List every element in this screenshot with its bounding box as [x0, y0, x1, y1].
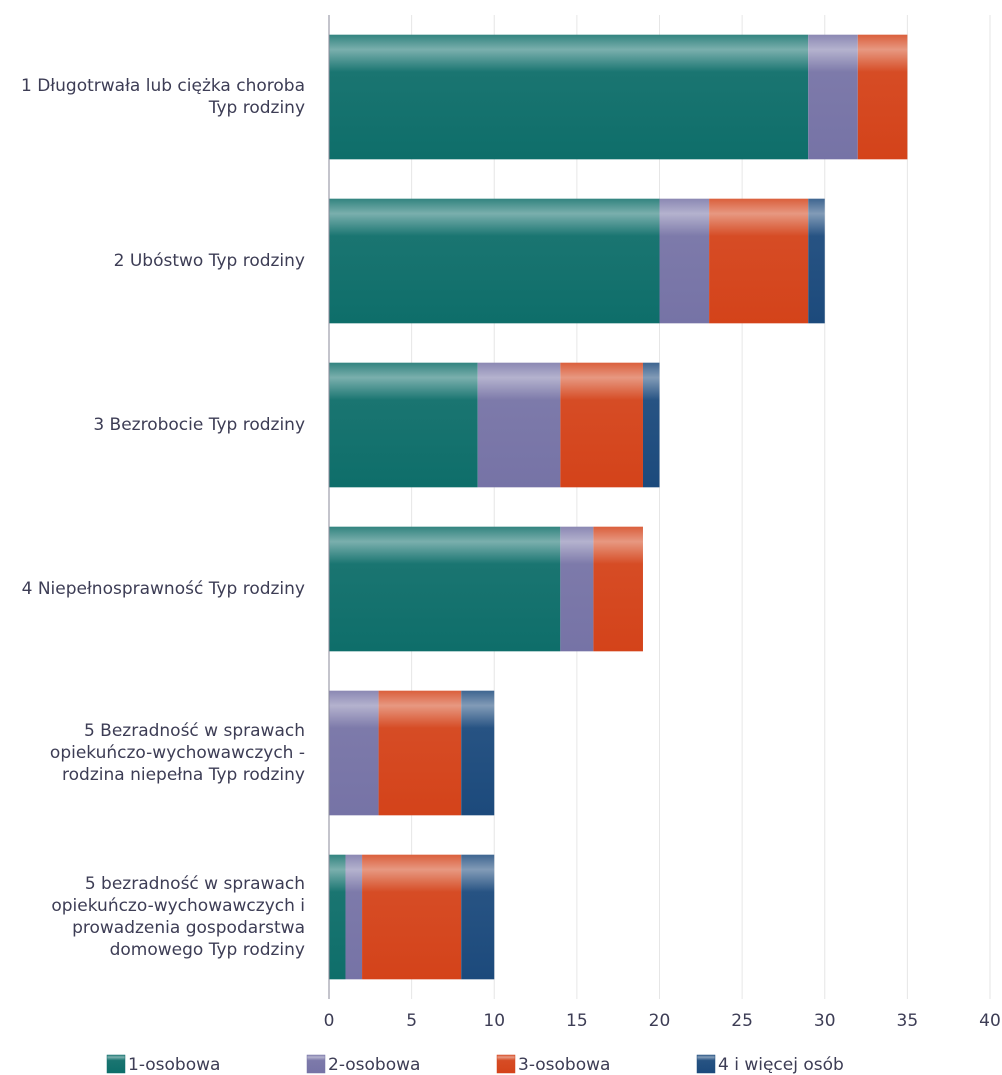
- y-tick-label: 5 bezradność w sprawach opiekuńczo-wycho…: [51, 874, 305, 960]
- legend-swatch: [106, 1054, 126, 1074]
- bar-segment: [329, 362, 478, 488]
- x-tick-label: 5: [406, 1011, 417, 1031]
- bar-segment: [560, 362, 643, 488]
- y-tick-label: 5 Bezradność w sprawach opiekuńczo-wycho…: [49, 721, 305, 785]
- bar-segment: [329, 34, 809, 160]
- y-tick-label: 1 Długotrwała lub ciężka choroba Typ rod…: [21, 76, 305, 118]
- bar-segment: [477, 362, 561, 488]
- x-tick-label: 10: [483, 1011, 505, 1031]
- legend-label: 1-osobowa: [128, 1055, 220, 1075]
- x-tick-label: 0: [324, 1011, 335, 1031]
- x-tick-label: 15: [566, 1011, 588, 1031]
- legend-swatch: [306, 1054, 326, 1074]
- bar-segment: [857, 34, 908, 160]
- x-tick-label: 25: [731, 1011, 753, 1031]
- legend-swatch: [696, 1054, 716, 1074]
- y-tick-label: 2 Ubóstwo Typ rodziny: [113, 251, 305, 271]
- bar-segment: [329, 690, 379, 816]
- legend-label: 2-osobowa: [328, 1055, 420, 1075]
- bar-segment: [808, 34, 858, 160]
- bar-segment: [659, 198, 710, 324]
- bar-segment: [560, 526, 594, 652]
- legend-swatch: [496, 1054, 516, 1074]
- x-tick-label: 35: [897, 1011, 919, 1031]
- bar-segment: [642, 362, 660, 488]
- legend-label: 3-osobowa: [518, 1055, 610, 1075]
- bar-segment: [329, 854, 346, 980]
- bar-segment: [593, 526, 643, 652]
- x-tick-label: 30: [814, 1011, 836, 1031]
- bar-segment: [461, 854, 495, 980]
- bar-segment: [709, 198, 809, 324]
- bar-segment: [329, 198, 660, 324]
- bar-segment: [461, 690, 495, 816]
- bar-segment: [808, 198, 825, 324]
- bar-segment: [378, 690, 462, 816]
- y-tick-label: 3 Bezrobocie Typ rodziny: [93, 415, 305, 435]
- x-tick-label: 40: [979, 1011, 1001, 1031]
- x-tick-label: 20: [649, 1011, 671, 1031]
- bar-segment: [345, 854, 363, 980]
- legend-label: 4 i więcej osób: [718, 1055, 844, 1075]
- y-tick-label: 4 Niepełnosprawność Typ rodziny: [21, 579, 305, 599]
- bar-segment: [362, 854, 462, 980]
- bar-segment: [329, 526, 561, 652]
